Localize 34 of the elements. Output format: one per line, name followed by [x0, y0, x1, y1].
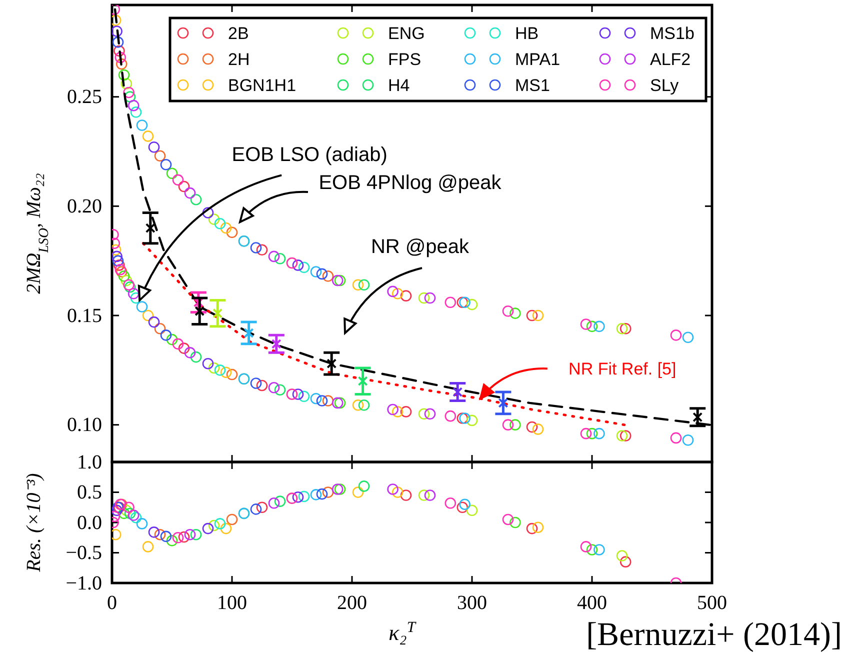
legend-label: MPA1	[515, 50, 560, 69]
legend-label: SLy	[650, 76, 680, 95]
x-tick-label: 300	[457, 592, 487, 614]
annotation: EOB LSO (adiab)	[232, 144, 388, 166]
legend-label: FPS	[388, 50, 422, 69]
legend-label: MS1b	[650, 24, 694, 43]
y-tick-label: −0.5	[66, 542, 102, 564]
annotation: EOB 4PNlog @peak	[318, 172, 502, 194]
x-tick-label: 500	[697, 592, 727, 614]
legend-label: HB	[515, 24, 539, 43]
y-tick-label: 0.25	[67, 86, 102, 108]
x-axis-title: κ₂$^{T}$	[388, 618, 417, 645]
x-tick-label: 400	[577, 592, 607, 614]
x-tick-label: 200	[337, 592, 367, 614]
annotation: NR @peak	[370, 236, 470, 258]
y-tick-label: 0.20	[67, 196, 102, 218]
legend-label: BGN1H1	[228, 76, 296, 95]
y-tick-label: −1.0	[66, 572, 102, 594]
legend-label: 2H	[228, 50, 250, 69]
y-tick-label: 0.10	[67, 414, 102, 436]
y-tick-label: 0.5	[77, 482, 102, 504]
y-tick-label: 0.15	[67, 304, 102, 327]
y-tick-label: 1.0	[77, 451, 102, 474]
text: NR Fit Ref. [5]	[568, 360, 676, 379]
text: [Bernuzzi+ (2014)]	[586, 617, 842, 653]
legend-label: 2B	[228, 24, 249, 43]
legend-label: MS1	[515, 76, 550, 95]
y-axis-title: Res. (×10⁻³)	[23, 472, 45, 573]
x-tick-label: 100	[217, 592, 247, 614]
legend-label: ENG	[388, 24, 425, 43]
legend-label: H4	[388, 76, 410, 95]
y-tick-label: 0.0	[77, 512, 102, 534]
x-tick-label: 0	[107, 592, 117, 614]
legend-label: ALF2	[650, 50, 691, 69]
